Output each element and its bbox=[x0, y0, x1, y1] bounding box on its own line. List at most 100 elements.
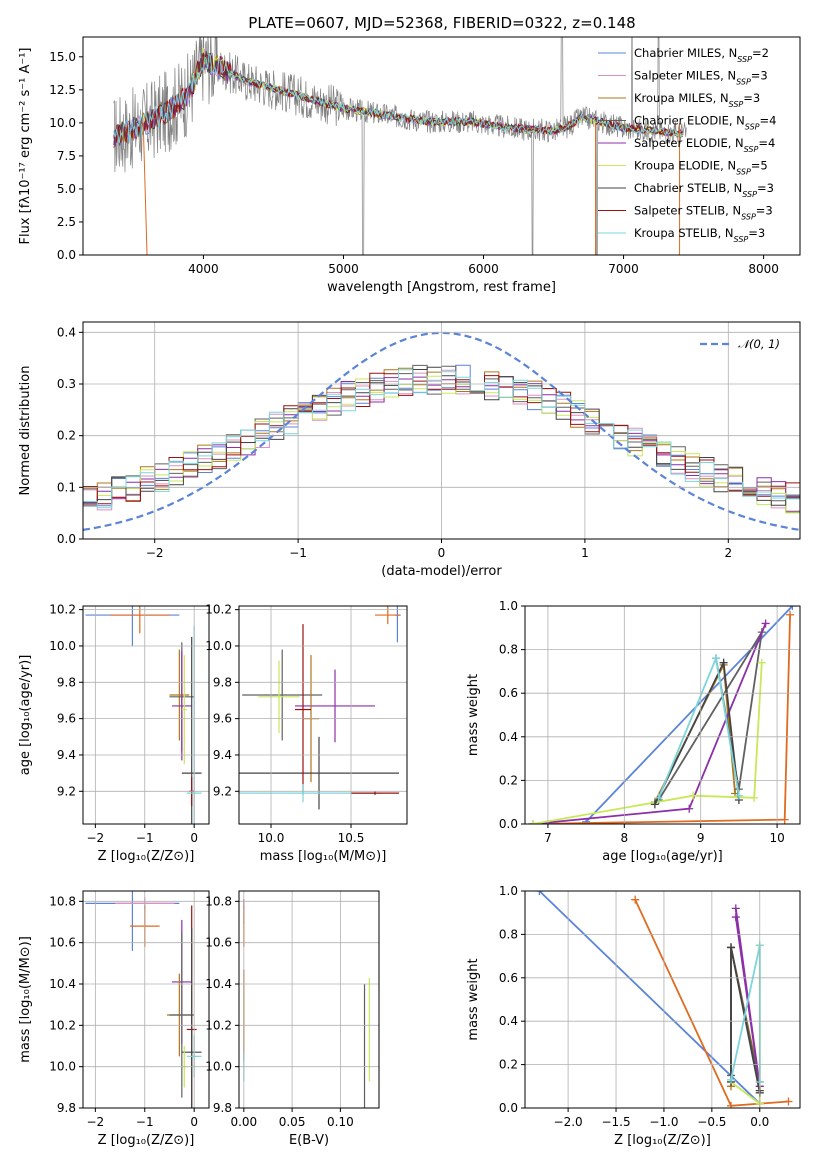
legend-label-text: Kroupa STELIB, N bbox=[634, 226, 734, 240]
x-axis-label: Z [log₁₀(Z/Z⊙)] bbox=[98, 849, 195, 864]
y-tick-label: 0.3 bbox=[57, 377, 76, 391]
legend-subscript: SSP bbox=[741, 212, 756, 221]
legend-n: =4 bbox=[760, 114, 777, 128]
y-tick-label: 10.8 bbox=[49, 894, 76, 908]
y-tick-label: 10.0 bbox=[49, 116, 76, 130]
legend-label-text: Kroupa ELODIE, N bbox=[634, 159, 736, 173]
x-tick-label: 10 bbox=[769, 831, 784, 845]
legend-n: =4 bbox=[758, 136, 775, 150]
x-axis-label: Z [log₁₀(Z/Z⊙)] bbox=[614, 1133, 711, 1148]
y-tick-label: 1.0 bbox=[499, 599, 518, 613]
model-edge bbox=[142, 122, 148, 255]
weight-marker-kroupa_stelib bbox=[734, 791, 743, 800]
chart-weight_vs_Z: −2.0 −1.5 −1.0 −0.5 0.0 0.0 0.2 0.4 0.6 0.8 1.0 Z [… bbox=[466, 884, 801, 1148]
y-tick-label: 2.5 bbox=[57, 215, 76, 229]
y-tick-label: 10.0 bbox=[49, 639, 76, 653]
x-tick-label: 0.10 bbox=[327, 1115, 354, 1129]
x-tick-label: 2 bbox=[724, 546, 732, 560]
x-axis-label: Z [log₁₀(Z/Z⊙)] bbox=[98, 1133, 195, 1148]
x-tick-label: 10.5 bbox=[338, 831, 365, 845]
weight-marker-salpeter_elodie bbox=[731, 913, 740, 922]
weight-marker-chabrier_stelib bbox=[650, 800, 659, 809]
weight-marker-orange bbox=[631, 895, 640, 904]
x-tick-label: 5000 bbox=[328, 262, 359, 276]
weight-marker-kroupa_elodie bbox=[750, 793, 759, 802]
axes-frame bbox=[524, 605, 801, 825]
y-axis-label: age [log₁₀(age/yr)] bbox=[18, 655, 33, 776]
x-tick-label: 8 bbox=[620, 831, 628, 845]
y-tick-label: 9.6 bbox=[57, 712, 76, 726]
x-tick-label: −2 bbox=[146, 546, 164, 560]
y-tick-label: 12.5 bbox=[49, 83, 76, 97]
legend-label: Chabrier STELIB, NSSP=3 bbox=[634, 181, 774, 199]
y-tick-label: 9.8 bbox=[57, 675, 76, 689]
y-tick-label: 10.2 bbox=[49, 603, 76, 617]
y-tick-label: 9.6 bbox=[213, 712, 232, 726]
legend-label-text: Salpeter MILES, N bbox=[634, 69, 736, 83]
y-tick-label: 9.4 bbox=[213, 748, 232, 762]
y-tick-label: 15.0 bbox=[49, 50, 76, 64]
legend-label-text: Kroupa MILES, N bbox=[634, 91, 729, 105]
legend-subscript: SSP bbox=[737, 55, 752, 64]
y-axis-label: mass weight bbox=[466, 674, 481, 756]
x-tick-label: −1 bbox=[136, 831, 154, 845]
y-tick-label: 0.1 bbox=[57, 480, 76, 494]
weight-marker-kroupa_elodie bbox=[528, 820, 537, 824]
legend-label-text: Chabrier ELODIE, N bbox=[634, 114, 745, 128]
x-tick-label: −1 bbox=[289, 546, 307, 560]
legend-subscript: SSP bbox=[734, 235, 749, 244]
y-tick-label: 9.8 bbox=[213, 1101, 232, 1115]
y-tick-label: 10.8 bbox=[205, 894, 232, 908]
weight-line-chabrier_miles bbox=[538, 891, 761, 1105]
weight-marker-chabrier_stelib bbox=[719, 658, 728, 667]
weight-marker-kroupa_stelib bbox=[711, 654, 720, 663]
legend-n: =3 bbox=[757, 181, 774, 195]
axes-frame bbox=[238, 890, 380, 1109]
weight-line-kroupa_elodie bbox=[532, 662, 763, 824]
y-tick-label: 0.2 bbox=[499, 1058, 518, 1072]
weight-marker-kroupa_stelib bbox=[727, 1075, 736, 1084]
weight-marker-chabrier_miles bbox=[788, 606, 797, 610]
x-tick-label: 0 bbox=[190, 831, 198, 845]
legend-label: Kroupa ELODIE, NSSP=5 bbox=[634, 159, 768, 177]
y-tick-label: 10.2 bbox=[205, 603, 232, 617]
observed-spectrum bbox=[113, 37, 687, 255]
legend-label: Chabrier ELODIE, NSSP=4 bbox=[634, 114, 776, 132]
x-tick-label: −2 bbox=[87, 1115, 105, 1129]
weight-line-chabrier_elodie bbox=[657, 631, 763, 801]
weight-marker-orange bbox=[784, 1097, 793, 1106]
chart-mass_vs_ebv: 0.00 0.05 0.10 9.8 10.0 10.2 10.4 10.6 10.8 E(B-V… bbox=[205, 890, 380, 1148]
weight-marker-kroupa_elodie bbox=[689, 791, 698, 800]
chart-weight_vs_age: 7 8 9 10 0.0 0.2 0.4 0.6 0.8 1.0 age [log₁₀(age/yr… bbox=[466, 599, 801, 864]
weight-line-kroupa_stelib bbox=[657, 655, 740, 799]
x-tick-label: 6000 bbox=[468, 262, 499, 276]
weight-marker-orange bbox=[780, 815, 789, 824]
y-tick-label: 0.4 bbox=[499, 730, 518, 744]
axes-frame bbox=[82, 321, 801, 540]
weight-marker-salpeter_elodie bbox=[685, 804, 694, 813]
x-axis-label: mass [log₁₀(M/M⊙)] bbox=[260, 849, 387, 864]
x-axis-label: wavelength [Angstrom, rest frame] bbox=[327, 280, 556, 295]
y-tick-label: 10.2 bbox=[49, 1018, 76, 1032]
x-tick-label: 0 bbox=[190, 1115, 198, 1129]
model-spectrum-chabrier_stelib bbox=[113, 51, 683, 146]
legend-n: =3 bbox=[751, 69, 768, 83]
legend-label-text: Chabrier STELIB, N bbox=[634, 181, 742, 195]
x-tick-label: 0 bbox=[438, 546, 446, 560]
chart-mass_vs_Z: −2 −1 0 9.8 10.0 10.2 10.4 10.6 10.8 Z [log₁₀(Z/Z… bbox=[18, 890, 210, 1148]
legend-label-text: Chabrier MILES, N bbox=[634, 46, 737, 60]
y-tick-label: 10.0 bbox=[205, 1060, 232, 1074]
axes-frame bbox=[524, 890, 801, 1109]
y-tick-label: 0.0 bbox=[57, 248, 76, 262]
legend-label-text: Salpeter STELIB, N bbox=[634, 204, 741, 218]
plot-area bbox=[243, 899, 370, 1108]
legend-label: Salpeter ELODIE, NSSP=4 bbox=[634, 136, 775, 154]
x-tick-label: 0.05 bbox=[279, 1115, 306, 1129]
y-axis-label: mass [log₁₀(M/M⊙)] bbox=[18, 936, 33, 1063]
x-tick-label: 7 bbox=[544, 831, 552, 845]
y-axis-label: Normed distribution bbox=[18, 366, 33, 496]
x-tick-label: 4000 bbox=[188, 262, 219, 276]
y-tick-label: 10.4 bbox=[49, 977, 76, 991]
axes-frame bbox=[238, 605, 408, 825]
y-tick-label: 9.8 bbox=[57, 1101, 76, 1115]
